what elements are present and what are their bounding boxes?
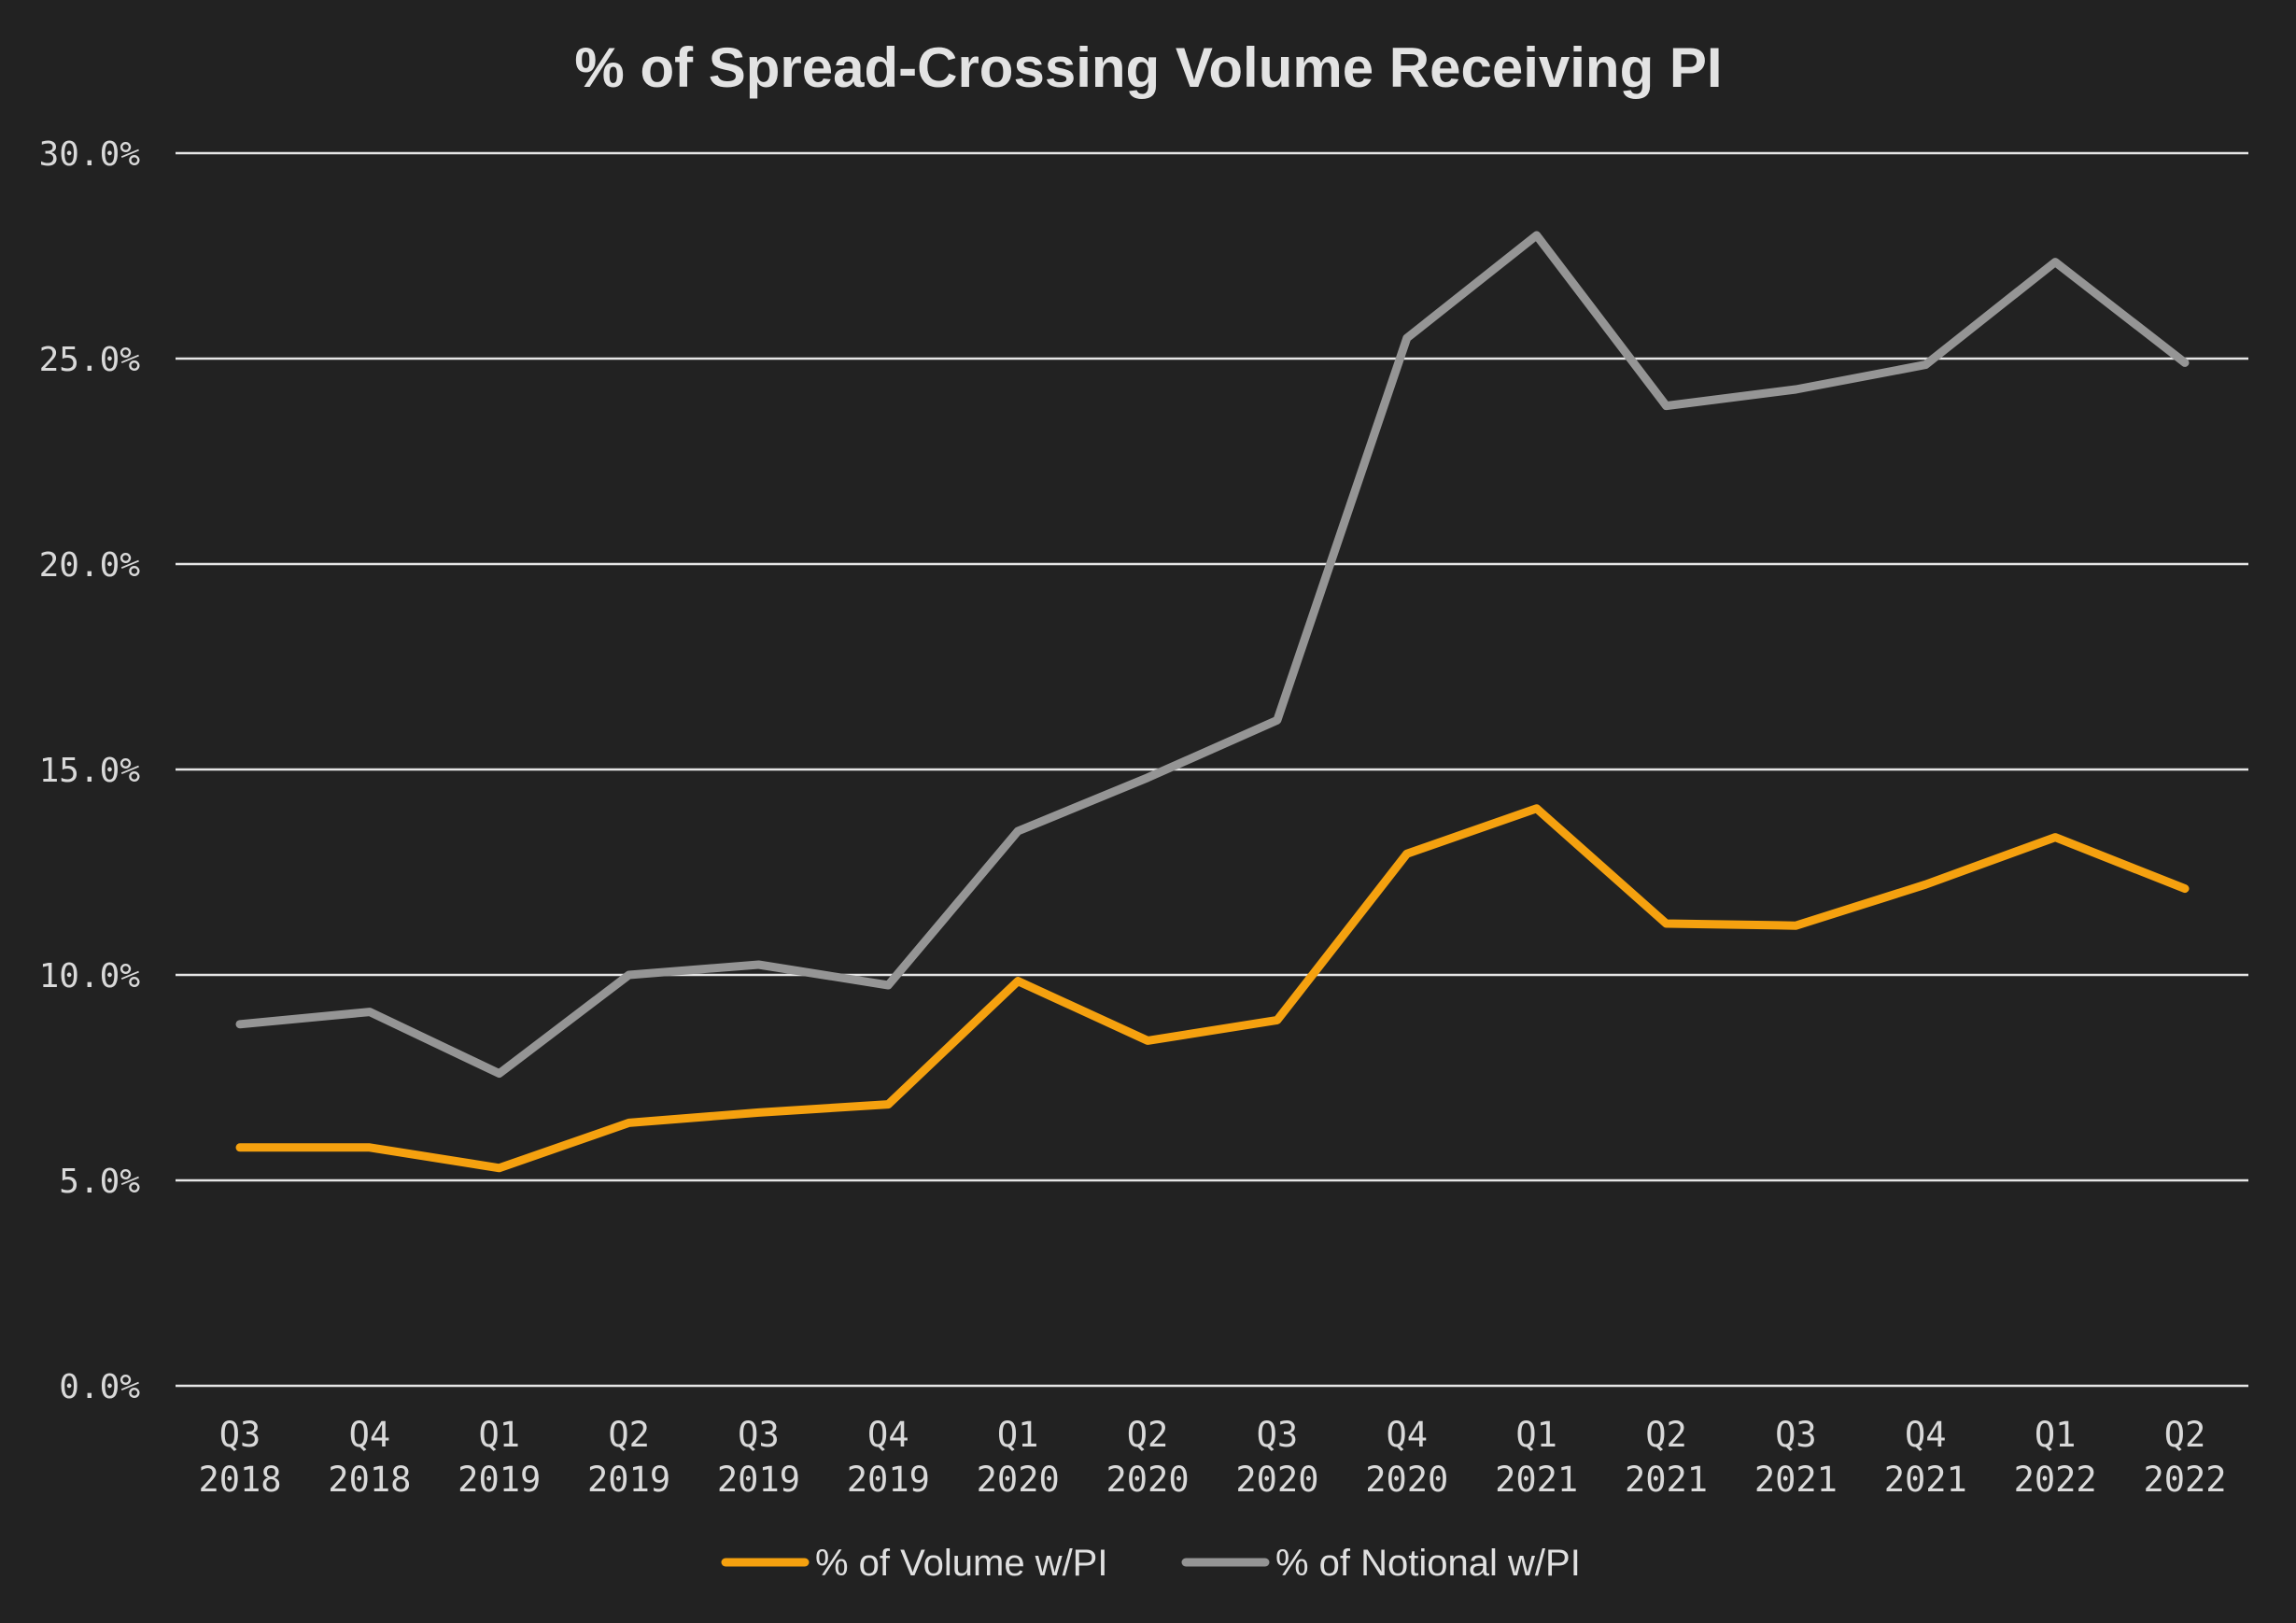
- x-tick-year: 2022: [2143, 1460, 2226, 1500]
- y-tick-label: 25.0%: [39, 341, 141, 379]
- y-axis-tick-labels: 0.0% 5.0% 10.0% 15.0% 20.0% 25.0% 30.0%: [39, 135, 141, 1406]
- x-tick-quarter: Q2: [1645, 1415, 1687, 1455]
- x-tick-quarter: Q2: [608, 1415, 650, 1455]
- x-tick-year: 2020: [1106, 1460, 1190, 1500]
- x-tick-year: 2019: [587, 1460, 670, 1500]
- x-tick-quarter: Q1: [478, 1415, 520, 1455]
- x-tick-label: Q4 2018: [328, 1415, 411, 1500]
- x-tick-year: 2018: [198, 1460, 281, 1500]
- legend-label: % of Volume w/PI: [815, 1543, 1107, 1584]
- y-tick-label: 5.0%: [59, 1163, 140, 1201]
- x-tick-year: 2021: [1754, 1460, 1838, 1500]
- x-tick-year: 2021: [1884, 1460, 1967, 1500]
- x-tick-quarter: Q4: [349, 1415, 391, 1455]
- chart-title: % of Spread-Crossing Volume Receiving PI: [574, 36, 1722, 99]
- x-tick-quarter: Q2: [2164, 1415, 2206, 1455]
- x-tick-year: 2020: [977, 1460, 1060, 1500]
- x-tick-label: Q1 2021: [1495, 1415, 1578, 1500]
- x-tick-year: 2021: [1495, 1460, 1578, 1500]
- x-tick-quarter: Q3: [738, 1415, 780, 1455]
- x-tick-label: Q3 2018: [198, 1415, 281, 1500]
- x-tick-label: Q3 2019: [717, 1415, 800, 1500]
- x-tick-quarter: Q1: [997, 1415, 1039, 1455]
- x-tick-quarter: Q3: [1775, 1415, 1817, 1455]
- y-tick-label: 30.0%: [39, 135, 141, 174]
- x-tick-year: 2021: [1625, 1460, 1708, 1500]
- x-tick-year: 2022: [2014, 1460, 2097, 1500]
- x-tick-quarter: Q1: [1515, 1415, 1557, 1455]
- x-tick-label: Q2 2021: [1625, 1415, 1708, 1500]
- x-tick-year: 2020: [1235, 1460, 1318, 1500]
- x-tick-year: 2018: [328, 1460, 411, 1500]
- x-tick-quarter: Q4: [1905, 1415, 1947, 1455]
- x-tick-label: Q4 2019: [847, 1415, 930, 1500]
- legend-item: % of Notional w/PI: [1181, 1543, 1581, 1584]
- series-line-notional: [235, 231, 2190, 1079]
- x-tick-quarter: Q3: [1257, 1415, 1299, 1455]
- legend-item: % of Volume w/PI: [721, 1543, 1107, 1584]
- x-tick-label: Q1 2022: [2014, 1415, 2097, 1500]
- x-tick-quarter: Q3: [219, 1415, 261, 1455]
- x-axis-tick-labels: Q3 2018 Q4 2018 Q1 2019 Q2 2019 Q3 2019 Q4 2019 Q1 20…: [198, 1415, 2226, 1500]
- x-tick-year: 2020: [1365, 1460, 1448, 1500]
- x-tick-label: Q2 2022: [2143, 1415, 2226, 1500]
- series-lines: [235, 231, 2190, 1173]
- y-tick-label: 0.0%: [59, 1368, 140, 1406]
- x-tick-label: Q1 2019: [458, 1415, 541, 1500]
- x-tick-label: Q2 2020: [1106, 1415, 1190, 1500]
- y-tick-label: 10.0%: [39, 957, 141, 995]
- gridlines: [176, 151, 2248, 1388]
- x-tick-label: Q4 2020: [1365, 1415, 1448, 1500]
- x-tick-label: Q2 2019: [587, 1415, 670, 1500]
- x-tick-label: Q3 2021: [1754, 1415, 1838, 1500]
- x-tick-label: Q3 2020: [1235, 1415, 1318, 1500]
- x-tick-label: Q1 2020: [977, 1415, 1060, 1500]
- x-tick-quarter: Q4: [867, 1415, 909, 1455]
- x-tick-year: 2019: [458, 1460, 541, 1500]
- legend-label: % of Notional w/PI: [1275, 1543, 1581, 1584]
- x-tick-quarter: Q4: [1387, 1415, 1429, 1455]
- x-tick-quarter: Q1: [2035, 1415, 2077, 1455]
- series-line-volume: [235, 804, 2190, 1173]
- x-tick-year: 2019: [847, 1460, 930, 1500]
- y-tick-label: 20.0%: [39, 546, 141, 585]
- x-tick-year: 2019: [717, 1460, 800, 1500]
- x-tick-quarter: Q2: [1127, 1415, 1169, 1455]
- legend: % of Volume w/PI % of Notional w/PI: [721, 1543, 1581, 1584]
- x-tick-label: Q4 2021: [1884, 1415, 1967, 1500]
- y-tick-label: 15.0%: [39, 752, 141, 790]
